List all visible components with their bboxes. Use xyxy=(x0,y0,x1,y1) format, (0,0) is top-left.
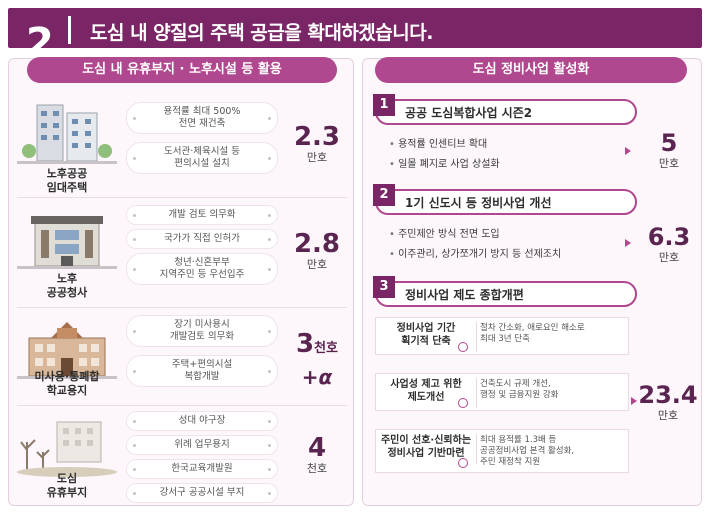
sub-item-desc: 절차 간소화, 애로요인 해소로 최대 3년 단축 xyxy=(480,323,585,344)
row-label: 노후 공공청사 xyxy=(46,272,88,299)
sub-item-resident-trust: 주민이 선호·신뢰하는 정비사업 기반마련 최대 용적률 1.3배 등 공공정비사업… xyxy=(375,429,629,473)
supply-stat: 4 천호 xyxy=(306,433,328,475)
section-2-header: 2 1기 신도시 등 정비사업 개선 xyxy=(373,184,637,215)
sub-item-title: 사업성 제고 위한 제도개선 xyxy=(390,379,462,403)
row-label: 미사용·통폐합 학교용지 xyxy=(34,370,100,397)
supply-stat: 5 만호 xyxy=(658,129,680,170)
left-panel: 도심 내 유휴부지 · 노후시설 등 활용 노후공공 임대주택 용적률 최대 50… xyxy=(8,57,354,506)
sub-item-title: 주민이 선호·신뢰하는 정비사업 기반마련 xyxy=(380,435,472,459)
arrow-icon xyxy=(625,147,631,155)
feature-pill: 청년·신혼부부 지역주민 등 우선입주 xyxy=(127,254,277,284)
right-panel: 도심 정비사업 활성화 1 공공 도심복합사업 시즌2 용적률 인센티브 확대 … xyxy=(362,57,702,506)
section-3-header: 3 정비사업 제도 종합개편 xyxy=(373,276,637,307)
section-title: 도심 내 양질의 주택 공급을 확대하겠습니다. xyxy=(90,22,433,44)
feature-pill: 주택+편의시설 복합개발 xyxy=(127,356,277,386)
row-old-public-office: 노후 공공청사 개발 검토 의무화 국가가 직접 인허가 청년·신혼부부 지역주민 … xyxy=(17,197,347,305)
person-icon xyxy=(458,458,468,468)
section-heading: 공공 도심복합사업 시즌2 xyxy=(405,106,533,120)
vacant-land-illustration xyxy=(17,421,117,477)
power-icon xyxy=(458,398,468,408)
row-label: 노후공공 임대주택 xyxy=(46,167,88,194)
feature-pill: 위례 업무용지 xyxy=(127,436,277,454)
header-divider xyxy=(68,16,71,44)
row-old-public-rental: 노후공공 임대주택 용적률 최대 500% 전면 재건축 도서관·체육시설 등 편의시… xyxy=(17,93,347,195)
clock-icon xyxy=(458,342,468,352)
feature-pill: 용적률 최대 500% 전면 재건축 xyxy=(127,103,277,133)
bullet-item: 용적률 인센티브 확대 xyxy=(389,135,487,150)
section-heading: 정비사업 제도 종합개편 xyxy=(405,288,524,302)
sub-item-desc: 건축도시 규제 개선, 행정 및 금융지원 강화 xyxy=(480,379,559,400)
arrow-icon xyxy=(625,239,631,247)
section-badge: 3 xyxy=(373,276,395,298)
sub-item-title: 정비사업 기간 획기적 단축 xyxy=(396,323,456,347)
section-header: 2 도심 내 양질의 주택 공급을 확대하겠습니다. xyxy=(8,8,702,66)
bullet-item: 일몰 폐지로 사업 상설화 xyxy=(389,155,500,170)
bullet-item: 주민제안 방식 전면 도입 xyxy=(389,225,500,240)
section-1-header: 1 공공 도심복합사업 시즌2 xyxy=(373,94,637,125)
feature-pill: 도서관·체육시설 등 편의시설 설치 xyxy=(127,143,277,173)
supply-stat: 3천호 +α xyxy=(295,329,338,389)
sub-item-desc: 최대 용적률 1.3배 등 공공정비사업 본격 활성화, 주민 재정착 지원 xyxy=(480,435,575,467)
supply-stat: 2.3 만호 xyxy=(293,122,341,164)
school-building-illustration xyxy=(17,322,117,379)
sub-item-shorten-period: 정비사업 기간 획기적 단축 절차 간소화, 애로요인 해소로 최대 3년 단축 xyxy=(375,317,629,355)
row-school-site: 미사용·통폐합 학교용지 장기 미사용시 개발검토 의무화 주택+편의시설 복합개발 … xyxy=(17,307,347,403)
right-panel-title: 도심 정비사업 활성화 xyxy=(375,57,687,83)
old-apartment-illustration xyxy=(17,104,117,164)
arrow-icon xyxy=(631,397,637,405)
row-label: 도심 유휴부지 xyxy=(46,472,88,499)
row-vacant-land: 도심 유휴부지 성대 야구장 위례 업무용지 한국교육개발원 강서구 공공시설 부… xyxy=(17,405,347,505)
feature-pill: 한국교육개발원 xyxy=(127,460,277,478)
feature-pill: 장기 미사용시 개발검토 의무화 xyxy=(127,316,277,346)
sub-item-improve-feasibility: 사업성 제고 위한 제도개선 건축도시 규제 개선, 행정 및 금융지원 강화 xyxy=(375,373,629,411)
supply-stat: 6.3 만호 xyxy=(647,223,691,264)
feature-pill: 개발 검토 의무화 xyxy=(127,206,277,224)
section-badge: 2 xyxy=(373,184,395,206)
section-heading: 1기 신도시 등 정비사업 개선 xyxy=(405,196,552,210)
supply-stat: 2.8 만호 xyxy=(293,229,341,271)
left-panel-title: 도심 내 유휴부지 · 노후시설 등 활용 xyxy=(27,57,337,83)
section-badge: 1 xyxy=(373,94,395,116)
bullet-item: 이주관리, 상가쪼개기 방지 등 선제조치 xyxy=(389,245,561,260)
feature-pill: 국가가 직접 인허가 xyxy=(127,230,277,248)
feature-pill: 강서구 공공시설 부지 xyxy=(127,484,277,502)
supply-stat: 23.4 만호 xyxy=(638,381,698,422)
feature-pill: 성대 야구장 xyxy=(127,412,277,430)
government-building-illustration xyxy=(17,216,117,269)
